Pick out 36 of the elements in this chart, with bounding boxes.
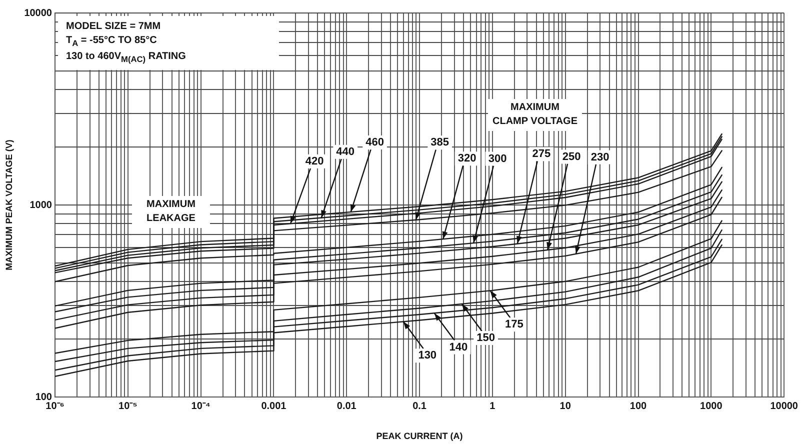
x-tick-label: 1 <box>490 400 496 412</box>
annotation: T$_{A}$ = -55°C TO 85°C <box>66 34 158 50</box>
x-tick-label: 10⁻⁴ <box>191 400 210 412</box>
info-panel: MODEL SIZE = 7MM T$_{A}$ = -55°C TO 85°C 130 to 460V$_{M(AC)}$ RATING <box>58 16 279 70</box>
annotation: 140 <box>449 341 468 354</box>
annotation: 460 <box>366 136 384 149</box>
x-tick-label: 100 <box>630 400 648 412</box>
y-axis-title: MAXIMUM PEAK VOLTAGE (V) <box>4 140 14 270</box>
annotation: 385 <box>430 136 450 149</box>
annotation: 300 <box>488 152 507 165</box>
annotation: 275 <box>532 148 551 160</box>
y-tick-label: 100 <box>35 392 52 403</box>
label-panel: MAXIMUM CLAMP VOLTAGE <box>488 99 582 131</box>
annotation: 150 <box>476 332 495 344</box>
annotation: 420 <box>305 155 324 168</box>
annotation: 250 <box>562 150 581 163</box>
annotation: MAXIMUM LEAKAGE <box>146 198 196 226</box>
x-tick-label: 10 <box>560 400 572 412</box>
annotation: MODEL SIZE = 7MM <box>66 20 162 34</box>
annotation: 130 to 460V$_{M(AC)}$ RATING <box>66 50 187 66</box>
y-tick-label: 10000 <box>24 8 52 19</box>
x-tick-label: 0.1 <box>412 400 427 412</box>
annotation: 175 <box>504 318 524 331</box>
x-tick-label: 10⁻⁵ <box>118 400 138 412</box>
y-tick-label: 1000 <box>30 200 52 211</box>
annotation: 230 <box>590 151 610 164</box>
x-tick-label: 10000 <box>770 400 798 412</box>
annotation: 440 <box>336 146 355 158</box>
x-tick-label: 0.01 <box>336 400 357 412</box>
annotation: 130 <box>418 350 437 362</box>
x-axis-title: PEAK CURRENT (A) <box>376 431 463 442</box>
x-tick-label: 10⁻⁶ <box>46 400 64 412</box>
annotation: 320 <box>458 152 476 165</box>
label-panel: MAXIMUM LEAKAGE <box>132 196 210 228</box>
x-tick-label: 1000 <box>700 400 723 412</box>
x-tick-label: 0.001 <box>261 400 287 412</box>
